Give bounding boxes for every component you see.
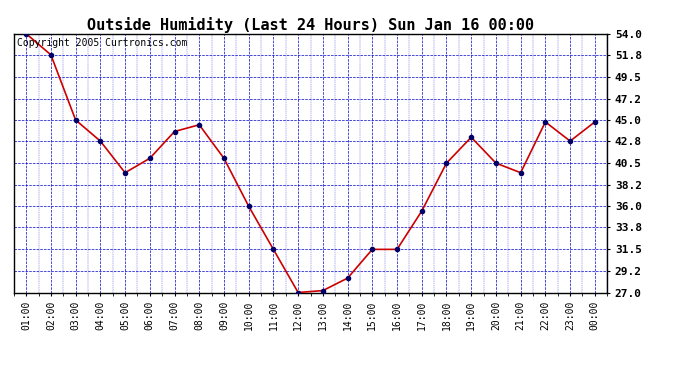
- Title: Outside Humidity (Last 24 Hours) Sun Jan 16 00:00: Outside Humidity (Last 24 Hours) Sun Jan…: [87, 16, 534, 33]
- Text: Copyright 2005 Curtronics.com: Copyright 2005 Curtronics.com: [17, 38, 187, 48]
